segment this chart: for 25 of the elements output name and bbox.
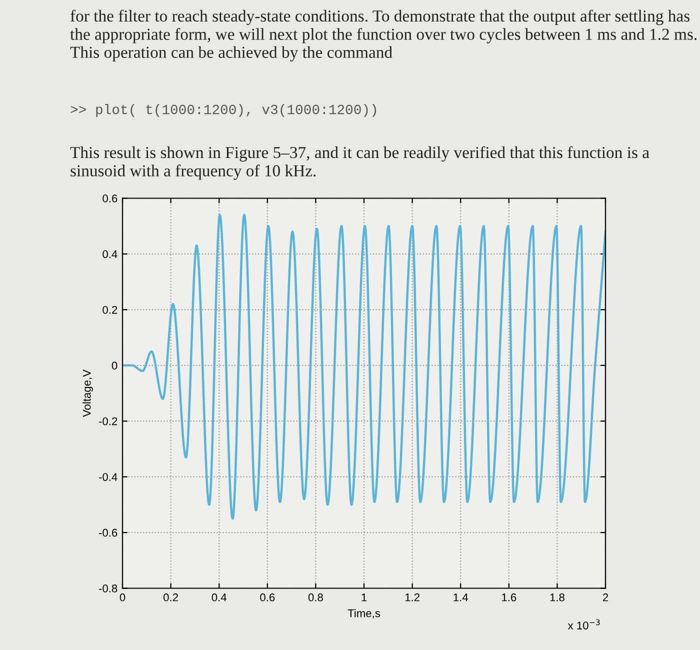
x-axis-title: Time,s (348, 609, 380, 618)
x-tick-label: 1.2 (405, 593, 420, 602)
text: for the filter to reach steady-state conditions. To demonstrate that the output after settling has the appropriate form, we will next plot the function over two cycles between 1 ms and 1.2 ms. This operation can be achieved by the command (70, 10, 697, 62)
y-tick-label: 0 (112, 362, 118, 370)
text: This result is shown in Figure 5–37, and it can be readily verified that this function is a sinusoid with a frequency of 10 kHz. (70, 146, 650, 180)
y-tick-label: -0.6 (98, 528, 118, 537)
y-axis-title: Voltage,V (82, 370, 93, 417)
y-tick-label: -0.4 (98, 473, 118, 481)
x-tick-label: 1.8 (550, 593, 564, 602)
x-tick-label: 0.8 (308, 593, 323, 602)
text: >> plot( t(1000:1200), v3(1000:1200)) (70, 104, 376, 117)
y-tick-label: 0.2 (102, 306, 118, 314)
x-tick-label: 1 (362, 594, 367, 602)
y-tick-label: -0.2 (98, 417, 118, 426)
x-tick-label: 0.4 (212, 593, 226, 602)
x-tick-label: 0.6 (260, 593, 275, 602)
x-tick-label: 0 (120, 593, 126, 602)
x-tick-label: 1.6 (502, 593, 516, 602)
y-tick-label: 0.6 (102, 194, 118, 202)
y-tick-label: -0.8 (98, 584, 118, 592)
x-tick-label: 2 (602, 593, 608, 602)
x-tick-label: 0.2 (164, 593, 178, 602)
x-tick-label: 1.4 (454, 594, 468, 602)
y-tick-label: 0.4 (102, 250, 118, 258)
text: x 10$^{−3}$ (568, 619, 600, 630)
